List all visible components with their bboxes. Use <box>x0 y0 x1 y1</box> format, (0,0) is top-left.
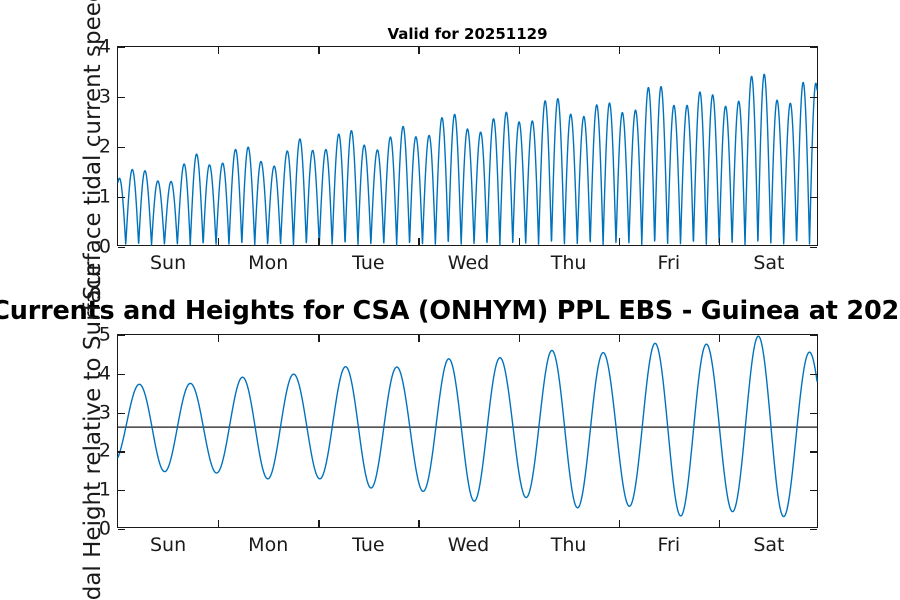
y-tick-mark <box>118 335 125 337</box>
x-tick-mark <box>318 335 320 342</box>
y-tick-mark <box>810 47 817 49</box>
y-tick-label: 1 <box>98 478 111 501</box>
x-tick-label: Thu <box>550 252 587 274</box>
chart-surface-current-speed: Valid for 20251129 0 1 2 3 4 Sun Mon Tue Wed Thu F… <box>99 25 818 273</box>
page-title: Tidal Currents and Heights for CSA (ONHY… <box>0 296 900 326</box>
y-tick-mark <box>810 197 817 199</box>
y-tick-label: 0 <box>98 235 111 258</box>
y-tick-mark <box>118 412 125 414</box>
y-tick-mark <box>810 247 817 249</box>
y-tick-mark <box>118 97 125 99</box>
y-tick-label: 5 <box>98 323 111 346</box>
y-tick-mark <box>810 490 817 492</box>
x-tick-label: Sat <box>753 252 785 274</box>
chart-tidal-height: 0 1 2 3 4 5 Sun Mon Tue Wed Thu Fri Sat <box>99 325 818 555</box>
x-tick-label: Fri <box>657 252 681 274</box>
x-tick-mark <box>718 520 721 527</box>
x-tick-label: Sun <box>149 252 187 274</box>
x-tick-mark <box>418 238 420 245</box>
y-tick-label: 2 <box>98 135 111 158</box>
y-tick-mark <box>118 197 125 199</box>
y-tick-mark <box>118 490 125 492</box>
x-tick-label: Tue <box>352 534 385 556</box>
x-tick-mark <box>418 520 420 527</box>
y-tick-mark <box>810 529 817 531</box>
x-tick-label: Wed <box>447 534 490 556</box>
x-tick-mark <box>618 238 620 245</box>
x-tick-mark <box>218 238 220 245</box>
x-tick-mark <box>418 335 420 342</box>
x-tick-mark <box>218 335 220 342</box>
y-tick-mark <box>810 147 817 149</box>
y-tick-mark <box>118 47 125 49</box>
x-tick-label: Thu <box>550 534 587 556</box>
series-line-current <box>117 73 818 246</box>
y-tick-mark <box>810 451 817 453</box>
y-tick-mark <box>118 451 125 453</box>
y-tick-label: 3 <box>98 401 111 424</box>
y-tick-mark <box>810 97 817 99</box>
x-tick-mark <box>718 335 721 342</box>
yaxis-label-height: Tidal Height relative to Surface <box>80 262 106 600</box>
series-line-height <box>117 335 818 518</box>
x-tick-label: Wed <box>447 252 490 274</box>
x-tick-label: Mon <box>248 252 289 274</box>
x-tick-label: Mon <box>248 534 289 556</box>
x-tick-label: Tue <box>352 252 385 274</box>
plot-area-height <box>117 335 818 518</box>
y-tick-mark <box>118 373 125 376</box>
x-tick-mark <box>318 520 320 527</box>
y-tick-label: 1 <box>98 185 111 208</box>
y-tick-label: 2 <box>98 439 111 462</box>
x-tick-mark <box>518 520 520 527</box>
x-tick-mark <box>718 47 721 54</box>
x-tick-mark <box>218 520 220 527</box>
x-tick-label: Sat <box>753 534 785 556</box>
chart-title-current: Valid for 20251129 <box>387 25 548 43</box>
y-tick-mark <box>810 412 817 414</box>
y-tick-label: 4 <box>98 35 111 58</box>
y-tick-mark <box>118 529 125 531</box>
x-tick-mark <box>418 47 420 54</box>
x-tick-mark <box>618 520 620 527</box>
x-tick-mark <box>518 47 520 54</box>
x-tick-label: Sun <box>149 534 187 556</box>
y-tick-mark <box>118 247 125 249</box>
y-tick-label: 4 <box>98 362 111 385</box>
x-tick-mark <box>318 47 320 54</box>
y-tick-mark <box>118 147 125 149</box>
x-tick-mark <box>218 47 220 54</box>
x-tick-mark <box>618 335 620 342</box>
x-tick-mark <box>618 47 620 54</box>
x-tick-mark <box>718 238 721 245</box>
y-tick-label: 3 <box>98 85 111 108</box>
plot-area-current <box>117 73 818 246</box>
y-tick-mark <box>810 335 817 337</box>
yaxis-label-current: Surface tidal current speed, kn <box>80 0 106 300</box>
x-tick-mark <box>318 238 320 245</box>
x-tick-mark <box>518 238 520 245</box>
x-tick-label: Fri <box>657 534 681 556</box>
y-tick-label: 0 <box>98 517 111 540</box>
y-tick-mark <box>810 373 817 376</box>
x-tick-mark <box>518 335 520 342</box>
